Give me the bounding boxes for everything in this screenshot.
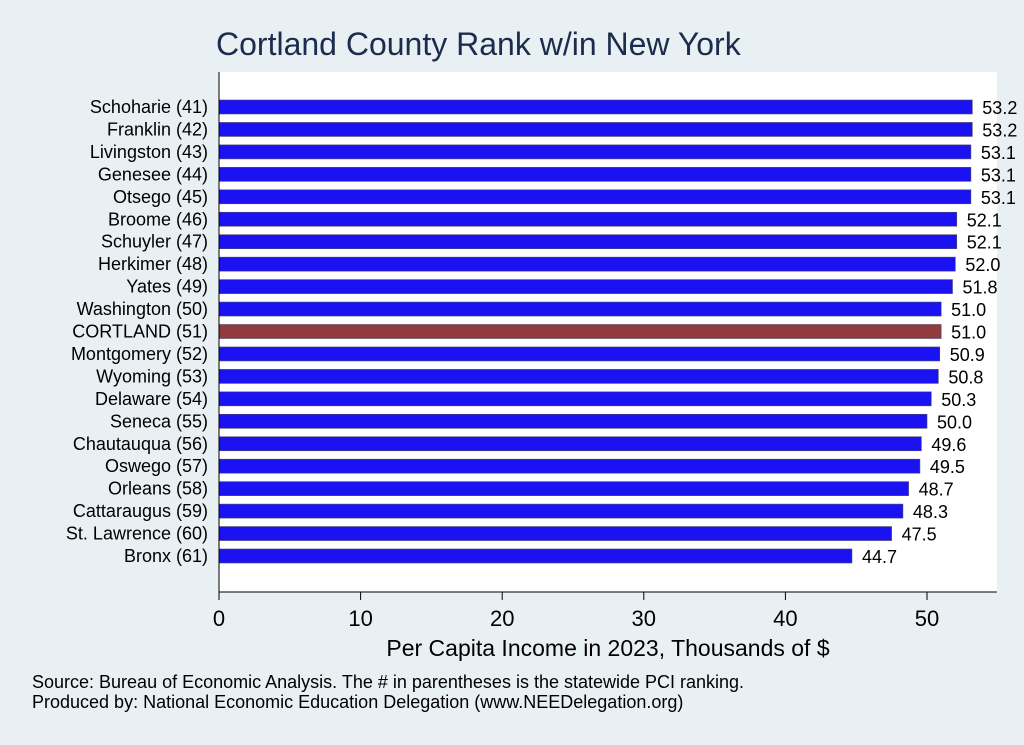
category-label: Montgomery (52) — [71, 344, 208, 364]
category-label: Yates (49) — [126, 277, 208, 297]
bar — [218, 99, 973, 115]
bar — [218, 144, 972, 160]
category-label: Orleans (58) — [108, 479, 208, 499]
value-label: 52.1 — [967, 233, 1002, 253]
bar — [218, 279, 953, 294]
bar — [218, 189, 972, 205]
bar — [218, 301, 942, 317]
category-label: St. Lawrence (60) — [66, 524, 208, 544]
category-label: Schuyler (47) — [101, 232, 208, 252]
value-label: 53.1 — [981, 143, 1016, 163]
bar — [218, 324, 942, 339]
bar — [218, 436, 922, 452]
bar — [218, 481, 909, 496]
category-label: Genesee (44) — [98, 164, 208, 184]
bar — [218, 526, 892, 541]
bars-layer — [218, 99, 973, 564]
value-label: 50.3 — [941, 390, 976, 410]
category-label: Otsego (45) — [113, 187, 208, 207]
category-label: Seneca (55) — [110, 411, 208, 431]
value-label: 52.0 — [965, 255, 1000, 275]
value-label: 50.8 — [948, 367, 983, 387]
category-label: Chautauqua (56) — [73, 434, 208, 454]
bar — [218, 234, 958, 249]
x-tick-label: 40 — [773, 606, 797, 631]
category-label: Delaware (54) — [95, 389, 208, 409]
value-label: 48.7 — [919, 480, 954, 500]
value-label: 53.2 — [982, 98, 1017, 118]
category-label: Oswego (57) — [105, 456, 208, 476]
x-tick-label: 50 — [915, 606, 939, 631]
category-label: Schoharie (41) — [90, 97, 208, 117]
bar — [218, 167, 972, 182]
x-tick-label: 20 — [490, 606, 514, 631]
category-label: Franklin (42) — [107, 119, 208, 139]
value-label: 48.3 — [913, 502, 948, 522]
value-label: 49.5 — [930, 457, 965, 477]
producer-note: Produced by: National Economic Education… — [32, 692, 684, 712]
value-label: 47.5 — [902, 525, 937, 545]
bar — [218, 503, 904, 519]
value-label: 50.9 — [950, 345, 985, 365]
value-label: 53.2 — [982, 120, 1017, 140]
value-label: 50.0 — [937, 412, 972, 432]
bar — [218, 369, 939, 384]
bar — [218, 391, 932, 407]
category-label: Bronx (61) — [124, 546, 208, 566]
x-axis-title: Per Capita Income in 2023, Thousands of … — [386, 635, 829, 661]
category-label: Cattaraugus (59) — [73, 501, 208, 521]
value-label: 53.1 — [981, 165, 1016, 185]
value-label: 51.8 — [962, 278, 997, 298]
category-label: CORTLAND (51) — [72, 322, 208, 342]
bar — [218, 122, 973, 137]
bar — [218, 413, 928, 429]
bar — [218, 458, 921, 474]
labels-layer: Schoharie (41) 53.2 Franklin (42) 53.2 Livin… — [66, 97, 1017, 567]
value-label: 52.1 — [967, 210, 1002, 230]
category-label: Wyoming (53) — [96, 366, 208, 386]
bar — [218, 256, 956, 272]
bar — [218, 346, 941, 362]
value-label: 53.1 — [981, 188, 1016, 208]
source-note: Source: Bureau of Economic Analysis. The… — [32, 672, 745, 692]
chart-title: Cortland County Rank w/in New York — [216, 26, 741, 62]
category-label: Herkimer (48) — [98, 254, 208, 274]
bar — [218, 211, 958, 227]
x-tick-label: 30 — [632, 606, 656, 631]
value-label: 44.7 — [862, 547, 897, 567]
value-label: 51.0 — [951, 300, 986, 320]
category-label: Washington (50) — [77, 299, 208, 319]
x-axis: 0 10 20 30 40 50 — [213, 72, 997, 631]
x-tick-label: 10 — [348, 606, 372, 631]
bar — [218, 548, 853, 564]
value-label: 51.0 — [951, 323, 986, 343]
value-label: 49.6 — [931, 435, 966, 455]
x-tick-label: 0 — [213, 606, 225, 631]
category-label: Livingston (43) — [90, 142, 208, 162]
category-label: Broome (46) — [108, 209, 208, 229]
